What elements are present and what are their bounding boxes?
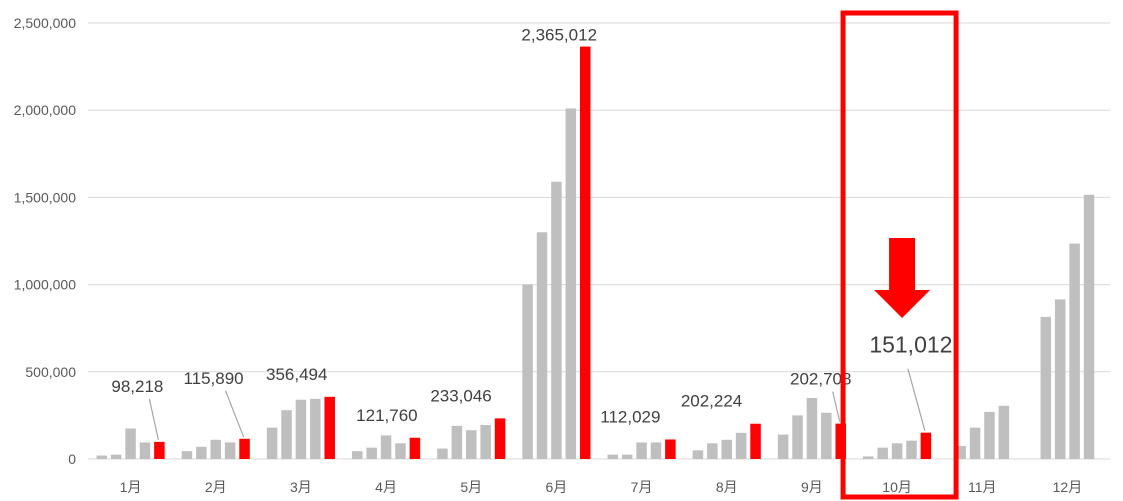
x-tick-label: 9月 bbox=[801, 479, 823, 495]
bar bbox=[877, 447, 888, 459]
bar bbox=[154, 441, 165, 459]
bar bbox=[125, 428, 136, 459]
data-label: 121,760 bbox=[356, 406, 417, 425]
bar bbox=[551, 181, 562, 460]
bar bbox=[437, 448, 448, 459]
x-tick-label: 2月 bbox=[205, 479, 227, 495]
data-label: 98,218 bbox=[111, 377, 163, 396]
bar bbox=[366, 447, 377, 459]
label-leader-lines bbox=[148, 368, 926, 440]
down-arrow-icon bbox=[874, 238, 931, 318]
bar bbox=[536, 232, 548, 459]
data-label: 112,029 bbox=[600, 407, 660, 426]
bar bbox=[139, 442, 151, 459]
bar bbox=[579, 46, 591, 460]
bar bbox=[295, 399, 307, 459]
bar bbox=[409, 437, 421, 459]
x-tick-label: 10月 bbox=[882, 479, 912, 495]
bars bbox=[96, 46, 1095, 460]
x-tick-label: 3月 bbox=[290, 479, 312, 495]
bar bbox=[607, 454, 619, 459]
x-tick-label: 5月 bbox=[460, 479, 482, 495]
bar bbox=[480, 424, 491, 459]
bar bbox=[665, 439, 676, 459]
data-label: 202,708 bbox=[790, 370, 851, 389]
bar bbox=[310, 398, 321, 459]
bar bbox=[998, 405, 1010, 459]
bar bbox=[224, 442, 236, 459]
bar bbox=[466, 430, 477, 459]
bar bbox=[266, 427, 278, 459]
bar bbox=[692, 450, 704, 459]
data-label: 115,890 bbox=[183, 369, 243, 388]
x-tick-label: 11月 bbox=[968, 479, 997, 495]
y-axis-ticks: 0 500,000 1,000,000 1,500,000 2,000,000 2,500… bbox=[14, 15, 77, 467]
bar bbox=[181, 451, 193, 459]
bar bbox=[906, 440, 917, 459]
data-labels: 98,218 115,890 356,494 121,760 233,046 2,365,… bbox=[111, 26, 952, 427]
bar bbox=[196, 446, 207, 459]
bar bbox=[522, 284, 533, 459]
bar bbox=[707, 443, 718, 459]
bar bbox=[650, 442, 662, 459]
x-tick-label: 6月 bbox=[546, 479, 568, 495]
y-tick-label: 2,000,000 bbox=[14, 102, 76, 118]
x-tick-label: 4月 bbox=[375, 479, 397, 495]
bar bbox=[1054, 299, 1066, 459]
leader-line bbox=[907, 368, 926, 431]
bar bbox=[969, 427, 981, 459]
bar bbox=[777, 434, 789, 459]
data-label: 202,224 bbox=[681, 392, 742, 411]
bar bbox=[451, 425, 463, 459]
bar bbox=[1069, 243, 1080, 459]
y-tick-label: 500,000 bbox=[25, 364, 76, 380]
y-tick-label: 1,500,000 bbox=[14, 189, 76, 205]
bar bbox=[750, 423, 761, 459]
bar bbox=[920, 432, 932, 459]
bar bbox=[891, 443, 903, 459]
bar bbox=[96, 455, 108, 459]
x-tick-label: 8月 bbox=[716, 479, 738, 495]
bar bbox=[210, 439, 221, 459]
bar bbox=[636, 442, 647, 459]
bar bbox=[395, 443, 406, 459]
data-label: 233,046 bbox=[430, 386, 491, 405]
data-label: 356,494 bbox=[266, 365, 327, 384]
leader-line bbox=[832, 391, 841, 422]
y-tick-label: 2,500,000 bbox=[14, 15, 76, 31]
y-tick-label: 1,000,000 bbox=[14, 277, 76, 293]
bar bbox=[1040, 316, 1052, 459]
bar bbox=[821, 412, 832, 459]
leader-line bbox=[148, 398, 159, 440]
y-tick-label: 0 bbox=[68, 451, 76, 467]
bar bbox=[380, 435, 392, 459]
bar bbox=[239, 438, 250, 459]
bar bbox=[721, 439, 732, 459]
data-label: 2,365,012 bbox=[521, 26, 597, 45]
bar bbox=[324, 396, 335, 459]
bar bbox=[352, 451, 363, 459]
bar bbox=[281, 410, 292, 459]
bar bbox=[110, 454, 122, 459]
x-tick-label: 7月 bbox=[631, 479, 653, 495]
bar bbox=[984, 411, 995, 459]
gridlines bbox=[88, 22, 1110, 460]
bar bbox=[792, 415, 803, 459]
leader-line bbox=[224, 390, 245, 438]
bar bbox=[735, 432, 747, 459]
bar bbox=[565, 108, 577, 460]
data-label: 151,012 bbox=[869, 332, 952, 358]
bar bbox=[621, 454, 633, 459]
bar bbox=[806, 397, 818, 459]
highlight-box bbox=[840, 10, 959, 500]
x-tick-label: 12月 bbox=[1053, 479, 1083, 495]
bar bbox=[863, 456, 874, 459]
bar bbox=[955, 445, 966, 459]
bar bbox=[1083, 194, 1095, 459]
highlight-overlay bbox=[840, 10, 959, 500]
x-tick-label: 1月 bbox=[120, 479, 142, 495]
x-axis-categories: 1月 2月 3月 4月 5月 6月 7月 8月 9月 10月 11月 12月 bbox=[120, 479, 1083, 495]
bar bbox=[494, 418, 506, 459]
